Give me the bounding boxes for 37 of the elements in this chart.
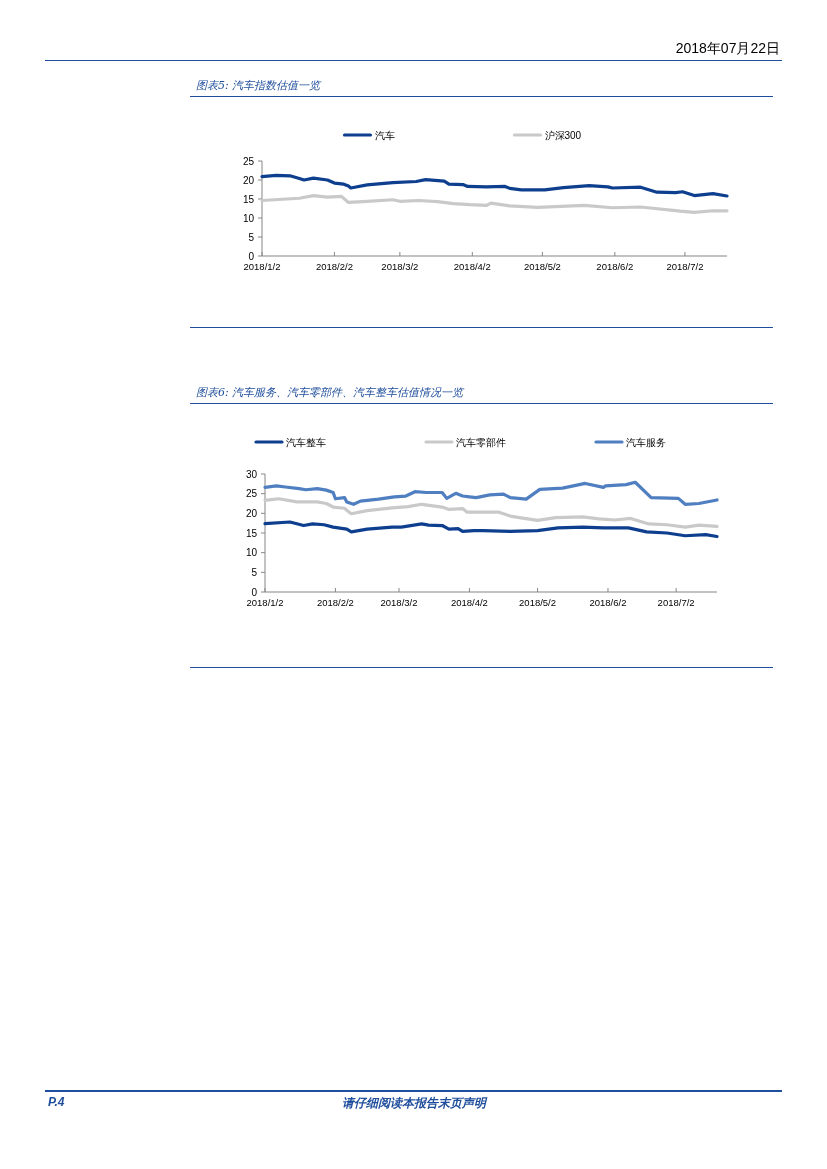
legend-label: 汽车服务	[626, 436, 666, 448]
x-tick-label: 2018/1/2	[246, 597, 284, 608]
x-tick-label: 2018/2/2	[315, 261, 353, 272]
x-tick-label: 2018/5/2	[519, 597, 557, 608]
y-tick-label: 10	[245, 547, 258, 559]
y-tick-label: 20	[245, 507, 258, 519]
x-tick-label: 2018/1/2	[243, 261, 281, 272]
y-tick-label: 10	[242, 212, 255, 224]
x-tick-label: 2018/2/2	[316, 597, 354, 608]
x-tick-label: 2018/4/2	[453, 261, 491, 272]
text: 2018年07月22日	[675, 40, 780, 58]
y-tick-label: 5	[248, 231, 255, 243]
y-tick-label: 15	[242, 193, 255, 205]
legend-label: 汽车	[374, 129, 395, 141]
y-tick-label: 0	[251, 586, 258, 598]
legend-label: 汽车整车	[286, 436, 326, 448]
legend-label: 沪深300	[544, 129, 582, 141]
y-tick-label: 15	[245, 527, 258, 539]
y-tick-label: 25	[245, 488, 258, 500]
x-tick-label: 2018/3/2	[381, 261, 419, 272]
x-tick-label: 2018/6/2	[596, 261, 634, 272]
y-tick-label: 20	[242, 174, 255, 186]
chart-title: 图表5: 汽车指数估值一览	[196, 78, 321, 93]
x-tick-label: 2018/4/2	[450, 597, 488, 608]
chart-title: 图表6: 汽车服务、汽车零部件、汽车整车估值情况一览	[196, 385, 464, 400]
text: 请仔细阅读本报告末页声明	[341, 1096, 486, 1110]
x-tick-label: 2018/5/2	[523, 261, 561, 272]
legend-label: 汽车零部件	[456, 436, 506, 448]
x-tick-label: 2018/7/2	[666, 261, 704, 272]
y-tick-label: 0	[248, 250, 255, 262]
x-tick-label: 2018/3/2	[380, 597, 418, 608]
x-tick-label: 2018/7/2	[657, 597, 695, 608]
y-tick-label: 5	[251, 566, 258, 578]
x-tick-label: 2018/6/2	[589, 597, 627, 608]
text: P.4	[48, 1095, 65, 1109]
y-tick-label: 30	[245, 468, 258, 480]
y-tick-label: 25	[242, 155, 255, 167]
